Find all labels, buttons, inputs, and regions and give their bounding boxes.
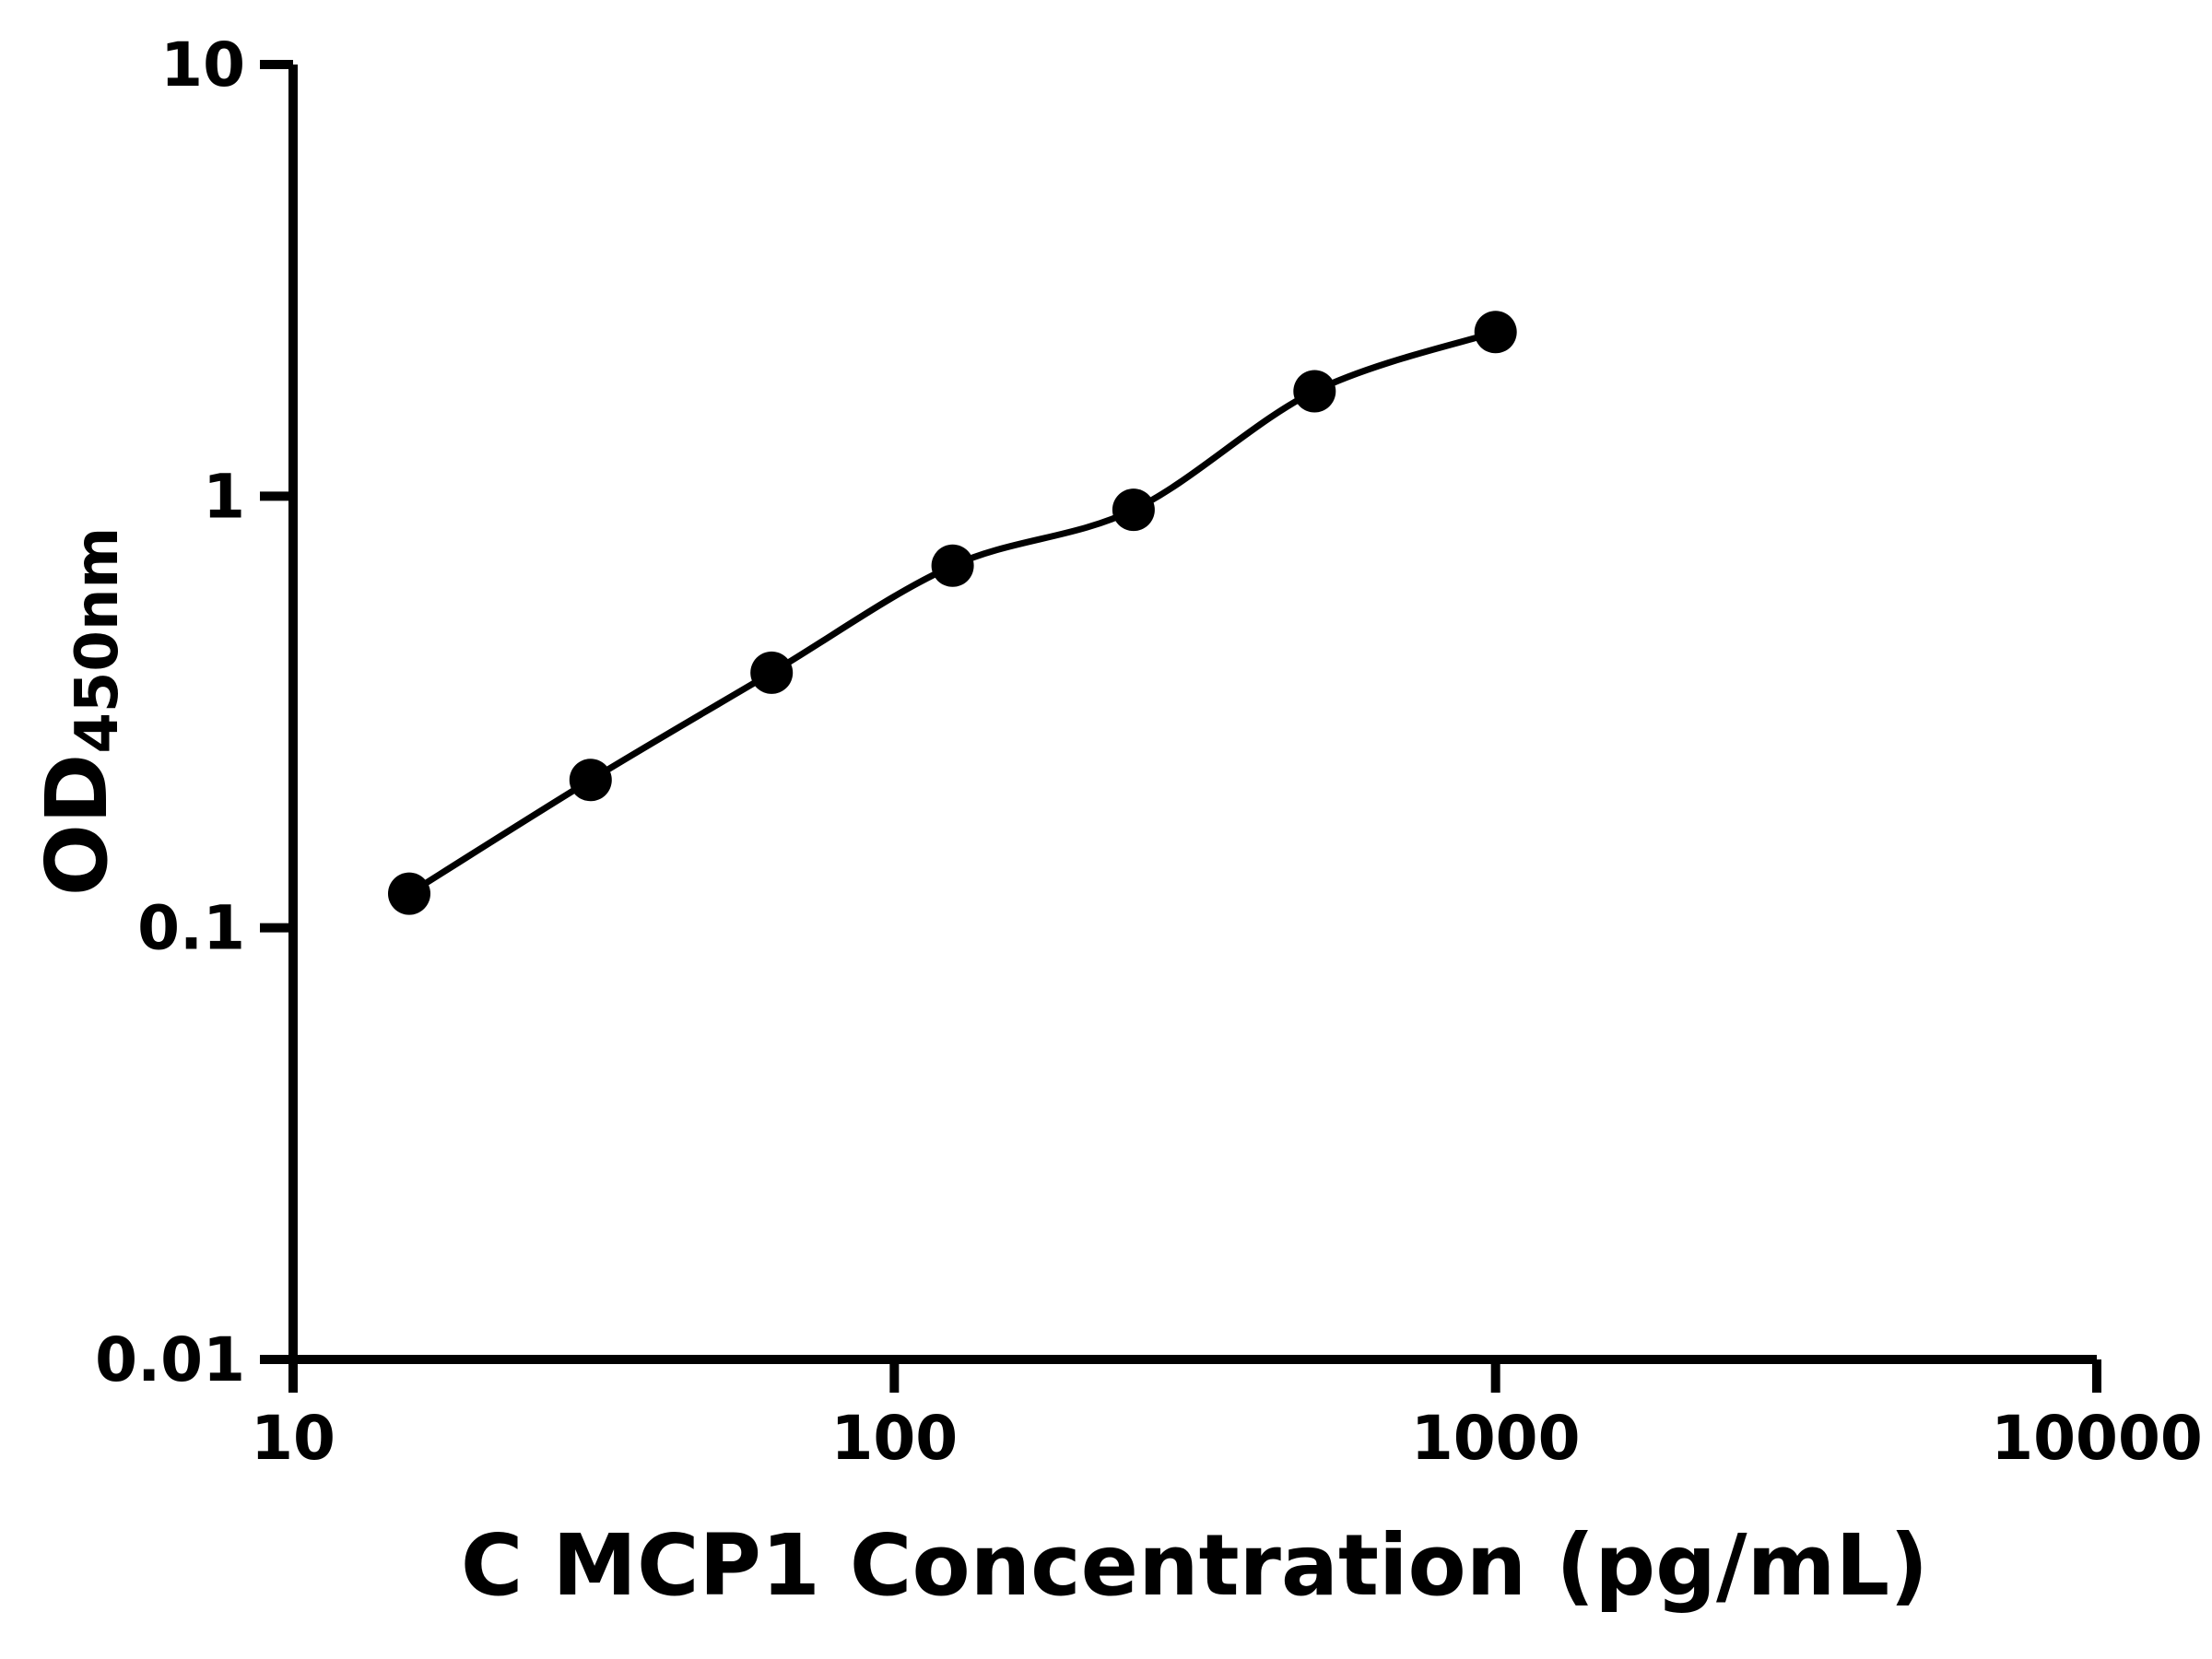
x-tick-label: 10: [251, 1403, 335, 1474]
axes: [288, 65, 2097, 1364]
axis-ticks: [260, 60, 2101, 1393]
y-axis-title: OD450nm: [28, 527, 132, 896]
data-point-marker: [1474, 311, 1517, 354]
data-point-marker: [388, 872, 430, 915]
y-axis-title-subscript: 450nm: [64, 527, 132, 754]
y-axis-title-main: OD: [28, 754, 126, 897]
data-series: [388, 311, 1517, 915]
data-point-marker: [750, 651, 794, 694]
data-point-marker: [1112, 488, 1155, 532]
y-tick-label: 10: [160, 29, 245, 100]
data-point-marker: [569, 759, 612, 802]
x-tick-label: 1000: [1411, 1403, 1581, 1474]
x-tick-label: 100: [830, 1403, 958, 1474]
axis-tick-labels: 10 100 1000 10000 0.01 0.1 1 10: [95, 29, 2203, 1474]
y-tick-label: 1: [203, 461, 245, 532]
x-tick-label: 10000: [1991, 1403, 2203, 1474]
fit-curve-line: [406, 328, 1500, 898]
y-tick-label: 0.1: [137, 893, 245, 964]
x-axis-title: C MCP1 Concentration (pg/mL): [461, 1516, 1928, 1615]
y-tick-label: 0.01: [95, 1324, 245, 1395]
data-point-marker: [1293, 370, 1336, 413]
axis-lines: [288, 65, 2097, 1364]
data-point-marker: [931, 544, 974, 587]
